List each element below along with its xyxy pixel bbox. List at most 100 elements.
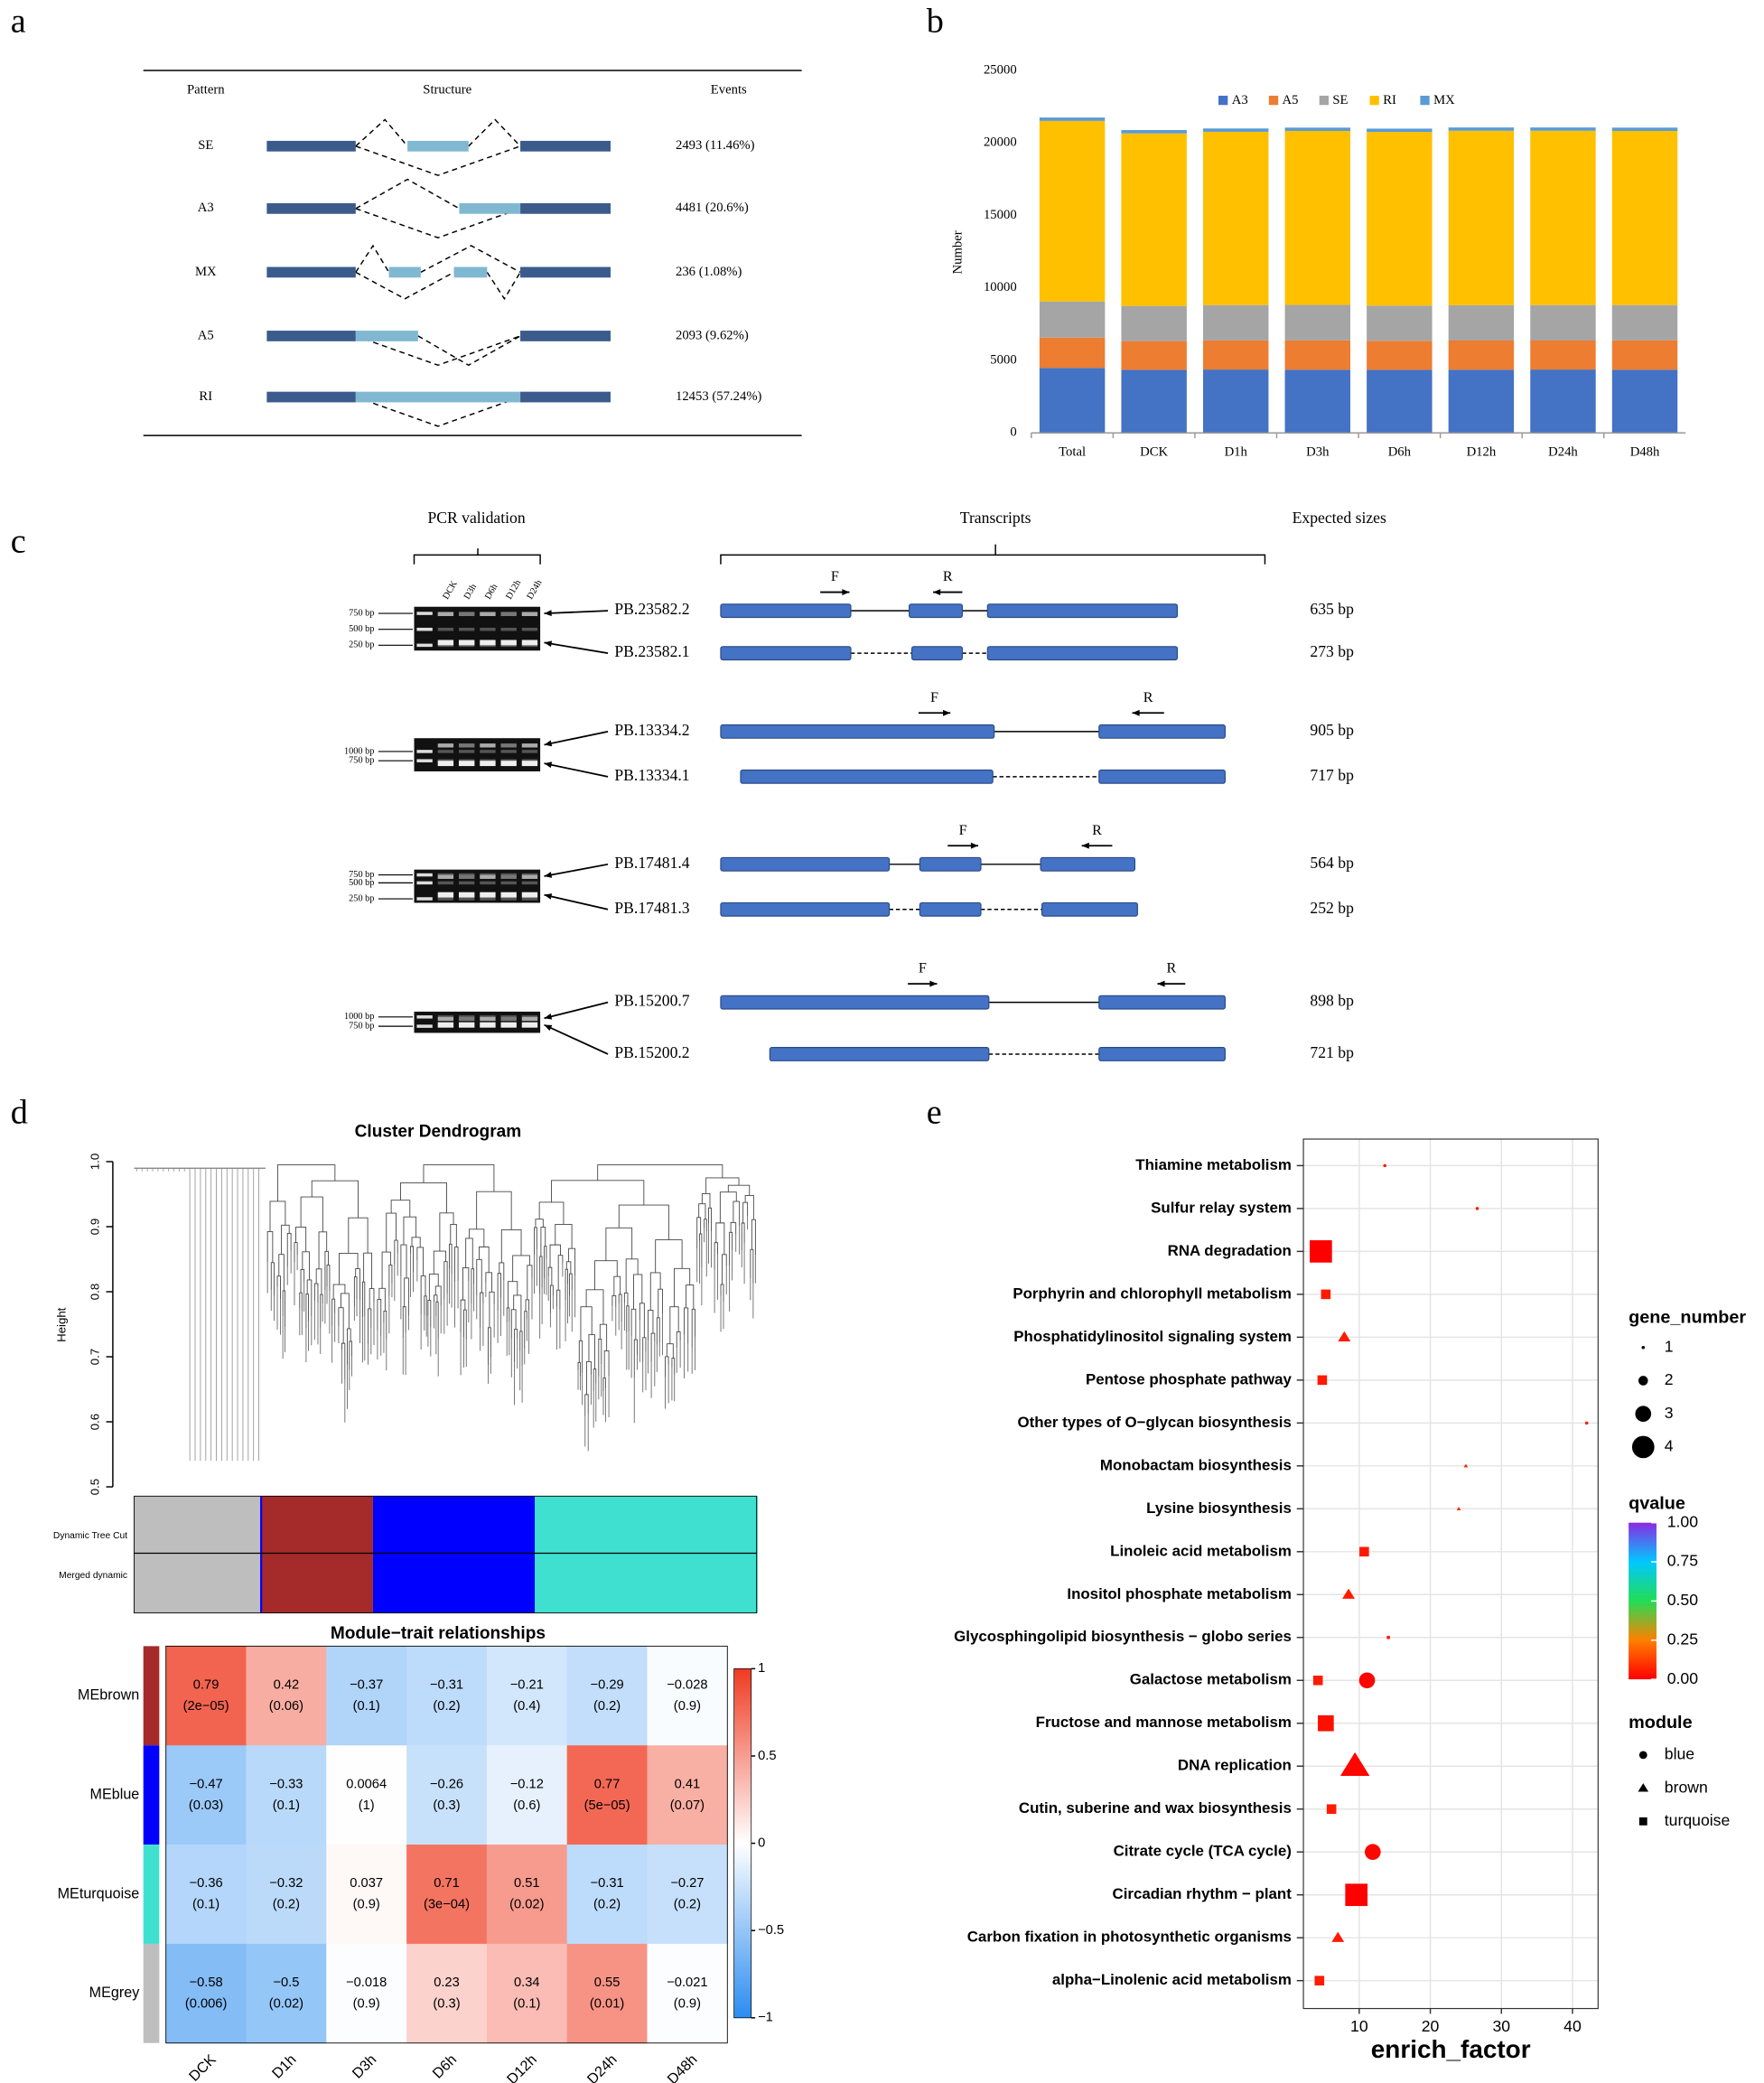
gel-band bbox=[416, 881, 433, 885]
cell-pvalue: (0.2) bbox=[433, 1699, 460, 1714]
cell-pvalue: (0.2) bbox=[674, 1898, 701, 1912]
dendrogram-branch bbox=[555, 1223, 573, 1249]
constitutive-exon bbox=[266, 391, 356, 403]
bar-segment bbox=[1367, 132, 1433, 306]
y-tick-label: Citrate cycle (TCA cycle) bbox=[1114, 1843, 1292, 1860]
cell-value: 0.34 bbox=[514, 1976, 540, 1990]
cell-pvalue: (0.02) bbox=[269, 1996, 303, 2011]
gel-band bbox=[521, 1015, 538, 1019]
gel-image bbox=[414, 1011, 541, 1033]
bar-segment bbox=[1448, 127, 1515, 131]
y-tick-label: 0.5 bbox=[88, 1479, 101, 1495]
dendrogram-branch bbox=[500, 1229, 522, 1263]
bar-segment bbox=[1284, 304, 1351, 341]
x-tick-label: 30 bbox=[1492, 2017, 1510, 2035]
bar-segment bbox=[1611, 340, 1678, 370]
module-strip bbox=[143, 1943, 160, 2043]
dendrogram-branch bbox=[519, 1331, 523, 1367]
dendrogram-branch bbox=[666, 1343, 674, 1359]
dendrogram-branch bbox=[443, 1261, 448, 1300]
bar-segment bbox=[1202, 369, 1269, 434]
lane-label: D24h bbox=[526, 578, 545, 601]
column-header: Transcripts bbox=[960, 509, 1031, 527]
dendrogram-branch bbox=[270, 1262, 275, 1296]
bar-segment bbox=[1530, 130, 1596, 305]
dendrogram-branch bbox=[586, 1360, 592, 1395]
pattern-label: MX bbox=[195, 265, 217, 279]
gel-band bbox=[437, 627, 454, 631]
dendrogram-branch bbox=[286, 1233, 292, 1267]
dendrogram-branch bbox=[598, 1339, 602, 1377]
cell-value: −0.021 bbox=[667, 1976, 707, 1990]
expected-size: 721 bp bbox=[1310, 1043, 1354, 1061]
dendrogram-branch bbox=[613, 1275, 621, 1296]
cell-pvalue: (0.03) bbox=[189, 1798, 223, 1813]
heatmap-cell bbox=[647, 1646, 728, 1746]
data-point bbox=[1463, 1463, 1469, 1468]
dendrogram-branch bbox=[388, 1264, 393, 1296]
size-legend-dot bbox=[1635, 1406, 1652, 1423]
pattern-label: A5 bbox=[198, 328, 214, 342]
dendrogram-branch bbox=[578, 1340, 583, 1374]
heatmap-cell bbox=[165, 1845, 247, 1945]
splice-path bbox=[355, 396, 521, 427]
dendrogram-branch bbox=[377, 1298, 382, 1337]
dendrogram-branch bbox=[510, 1309, 517, 1339]
y-tick-label: alpha−Linolenic acid metabolism bbox=[1052, 1971, 1292, 1988]
legend-swatch bbox=[1319, 95, 1329, 106]
cell-value: −0.21 bbox=[510, 1677, 544, 1692]
gel-band bbox=[500, 761, 517, 767]
legend-label: MX bbox=[1433, 93, 1455, 107]
table-header: Events bbox=[711, 82, 747, 97]
dendrogram-branch bbox=[302, 1251, 310, 1280]
gel-band bbox=[521, 761, 538, 767]
primer-label: F bbox=[930, 690, 938, 705]
cell-value: −0.5 bbox=[273, 1976, 299, 1990]
dendrogram-branch bbox=[276, 1275, 281, 1300]
data-point bbox=[1475, 1207, 1479, 1210]
cell-pvalue: (5e−05) bbox=[584, 1798, 630, 1813]
dendrogram-branch bbox=[299, 1292, 303, 1312]
gel-band bbox=[500, 1015, 517, 1019]
cell-pvalue: (0.2) bbox=[593, 1699, 621, 1714]
exon bbox=[986, 603, 1179, 619]
dendrogram-branch bbox=[669, 1306, 679, 1344]
data-point bbox=[1326, 1804, 1337, 1815]
bar-segment bbox=[1284, 127, 1351, 131]
cell-value: −0.36 bbox=[190, 1876, 223, 1891]
primer-arrow-head bbox=[1132, 709, 1140, 716]
y-tick-label: Phosphatidylinositol signaling system bbox=[1013, 1328, 1292, 1345]
bar-segment bbox=[1121, 129, 1187, 134]
dendrogram bbox=[134, 1164, 756, 1462]
y-tick-label: DNA replication bbox=[1178, 1757, 1292, 1774]
primer-label: R bbox=[943, 569, 953, 584]
dendrogram-branch bbox=[551, 1180, 645, 1206]
cell-pvalue: (0.4) bbox=[513, 1699, 540, 1714]
dendrogram-branch bbox=[353, 1276, 358, 1307]
bar-segment bbox=[1202, 340, 1269, 370]
dendrogram-branch bbox=[460, 1299, 466, 1333]
cell-pvalue: (0.3) bbox=[433, 1798, 460, 1813]
dendrogram-branch bbox=[295, 1227, 307, 1252]
gel-band bbox=[458, 761, 475, 767]
gel-band bbox=[458, 640, 475, 646]
shape-legend-symbol bbox=[1638, 1783, 1649, 1792]
bar-segment bbox=[1121, 305, 1187, 341]
gel-band bbox=[437, 1022, 454, 1028]
alternative-exon bbox=[453, 266, 488, 278]
y-axis-label: Number bbox=[950, 230, 965, 274]
cell-pvalue: (0.1) bbox=[513, 1996, 540, 2011]
data-point bbox=[1456, 1507, 1461, 1510]
heatmap-cell bbox=[246, 1646, 327, 1746]
dendrogram-branch bbox=[300, 1196, 323, 1232]
gel-band bbox=[437, 1015, 454, 1019]
gel-band bbox=[500, 892, 517, 898]
size-legend-dot bbox=[1641, 1345, 1646, 1350]
gel-band bbox=[437, 874, 454, 879]
y-tick-label: 20000 bbox=[984, 135, 1017, 150]
data-point bbox=[1364, 1844, 1381, 1861]
primer-arrow-head bbox=[943, 709, 951, 716]
dendrogram-branch bbox=[355, 1268, 360, 1301]
gel-band bbox=[416, 612, 433, 615]
dendrogram-branch bbox=[512, 1255, 530, 1282]
